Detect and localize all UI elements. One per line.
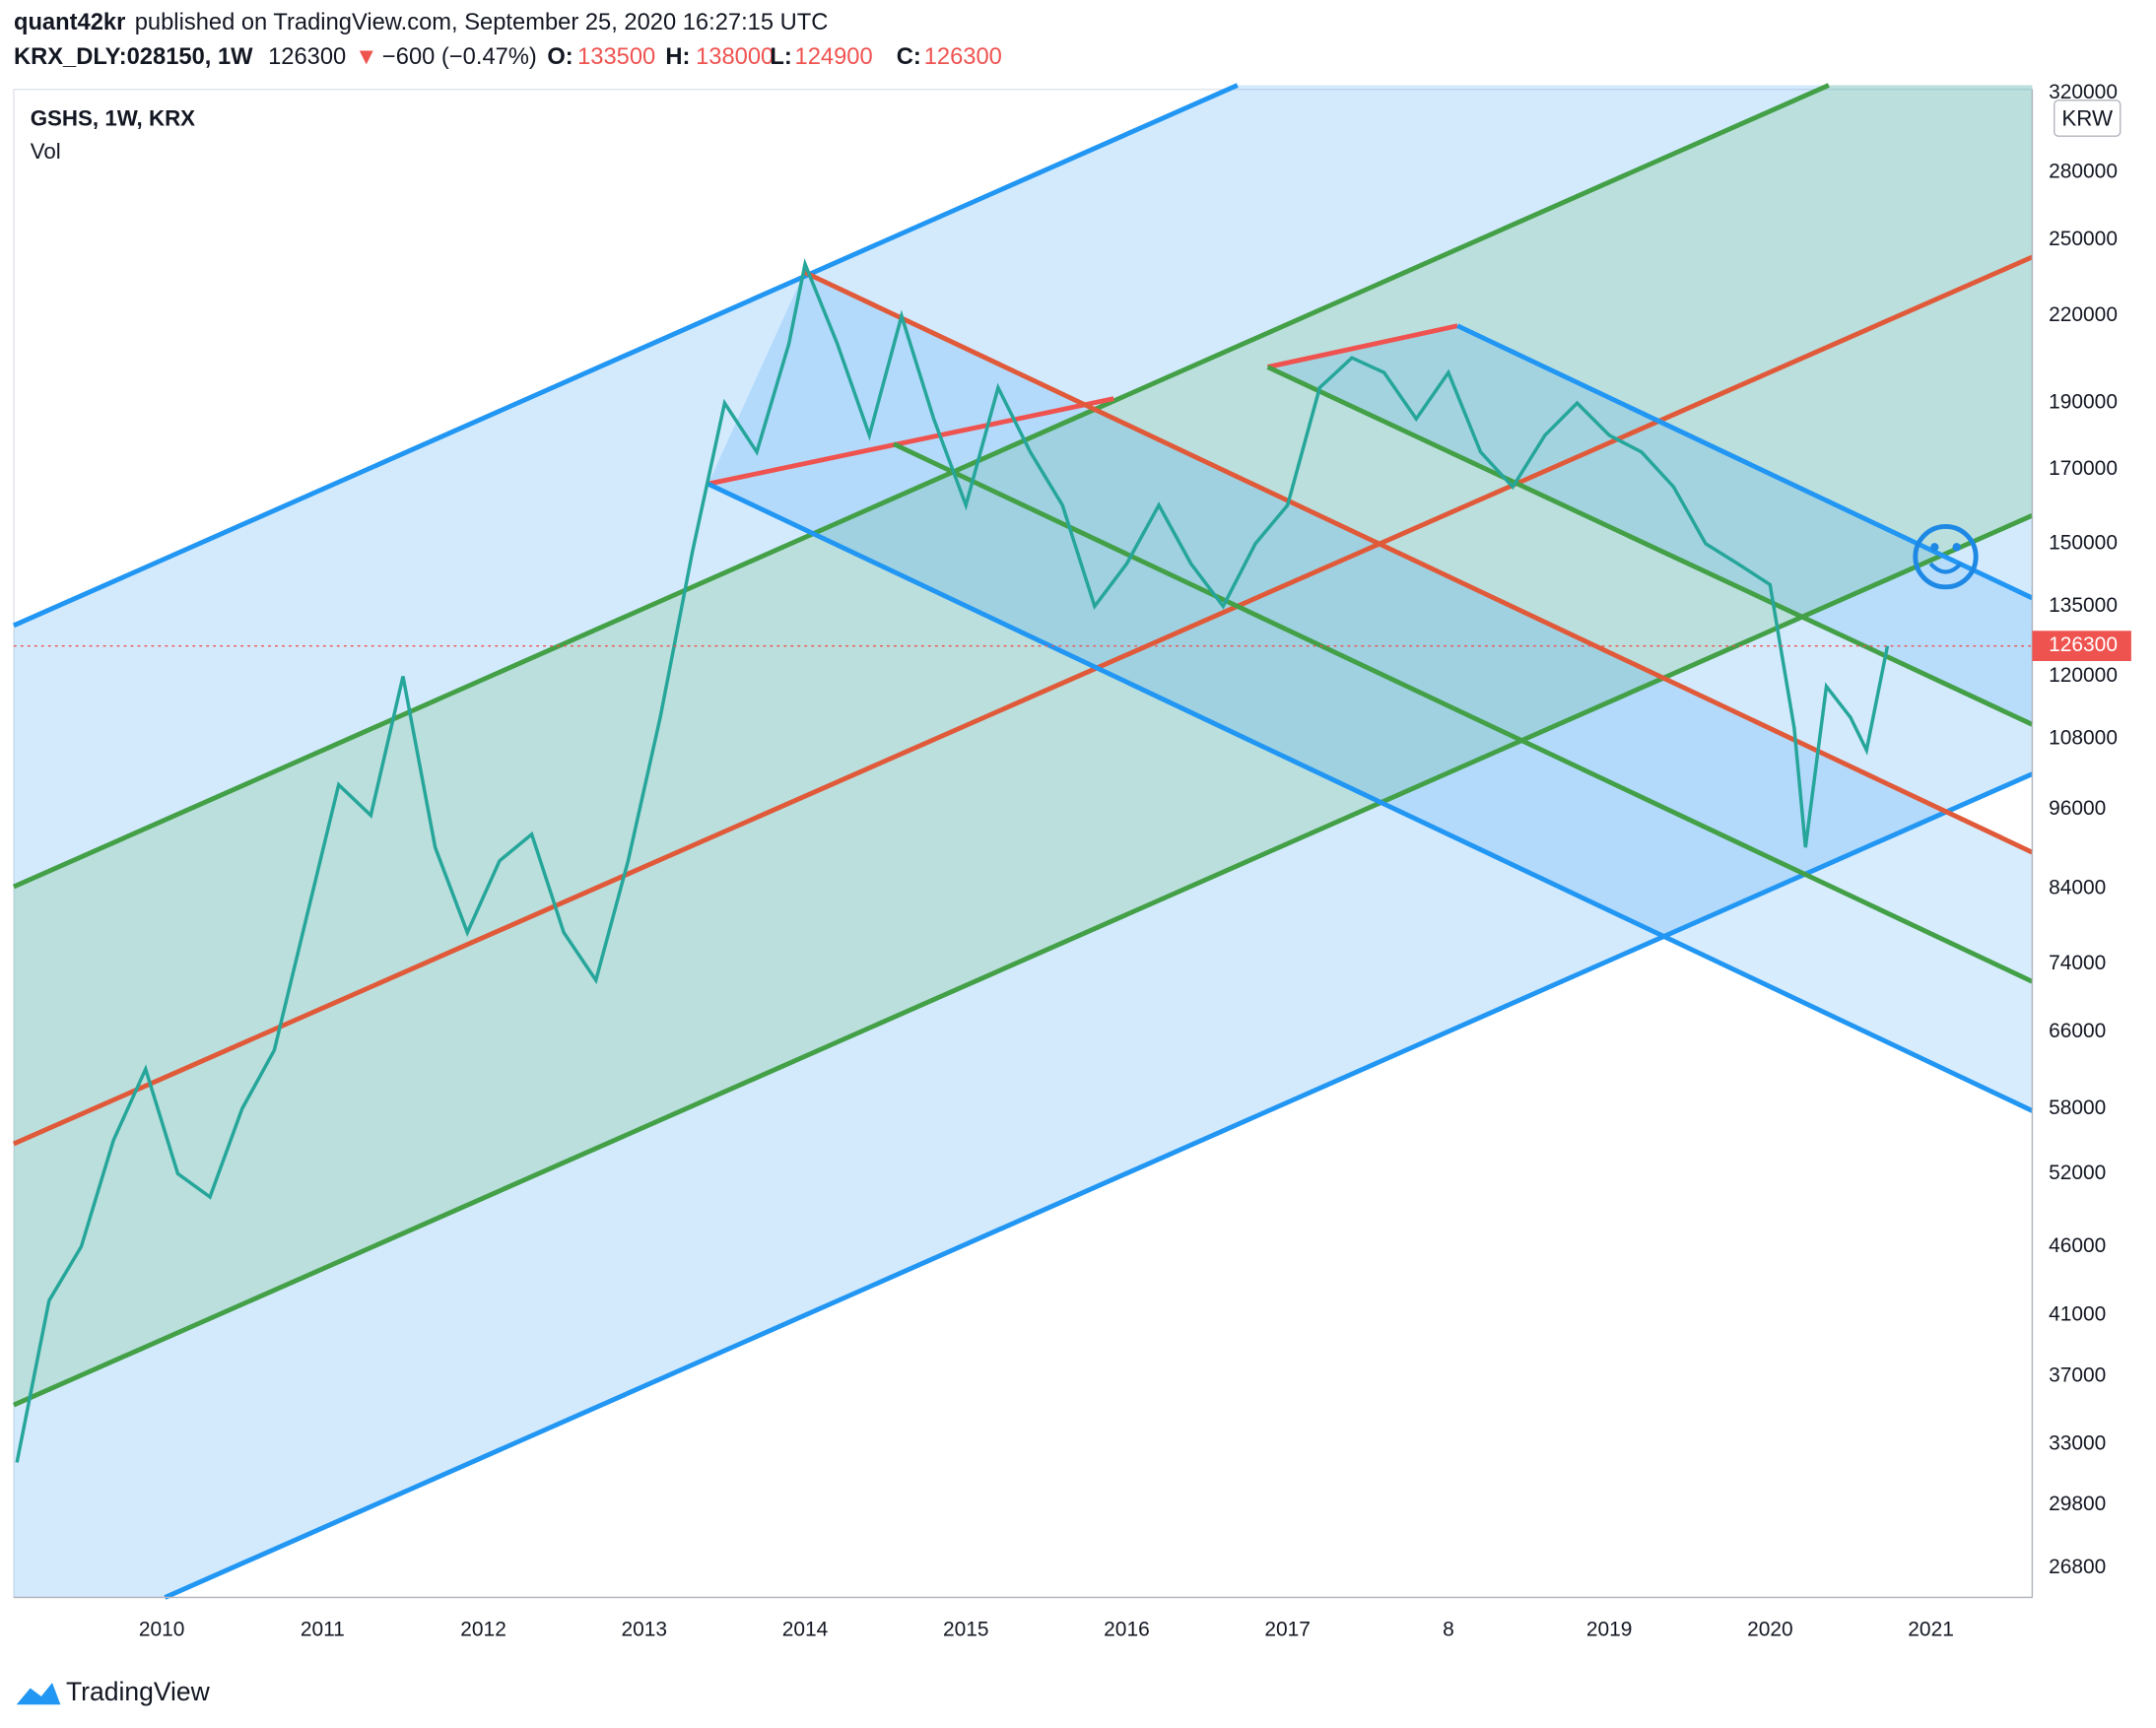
smiley [1913, 523, 1979, 590]
fork-line [1456, 323, 2034, 601]
y-tick-label: 29800 [2049, 1493, 2106, 1515]
x-tick-label: 2011 [301, 1618, 345, 1640]
smiley-mouth [1928, 562, 1963, 574]
x-tick-label: 8 [1443, 1618, 1454, 1640]
y-tick-label: 74000 [2049, 952, 2106, 974]
footer-logo [16, 1682, 61, 1705]
fork-line [1266, 365, 2034, 727]
y-tick-label: 135000 [2049, 594, 2118, 617]
c-label: C: [897, 44, 921, 70]
fork-line [707, 396, 1114, 487]
y-tick-label: 150000 [2049, 531, 2118, 554]
y-tick-label: 170000 [2049, 457, 2118, 480]
channel-fill [13, 85, 2033, 1406]
x-tick-label: 2015 [943, 1618, 989, 1640]
channel-fill [1267, 325, 2033, 725]
fork-line [164, 771, 2034, 1600]
smiley-eye [1930, 543, 1939, 552]
x-tick-label: 2013 [622, 1618, 668, 1640]
y-tick-label: 26800 [2049, 1556, 2106, 1578]
footer-logo-text: TradingView [66, 1677, 211, 1706]
l-label: L: [770, 44, 791, 70]
change: −600 (−0.47%) [382, 44, 537, 70]
o-value: 133500 [577, 44, 655, 70]
y-tick-label: 84000 [2049, 876, 2106, 898]
y-tick-label: 120000 [2049, 664, 2118, 687]
down-arrow: ▼ [355, 44, 377, 70]
symbol: KRX_DLY:028150, 1W [14, 44, 253, 70]
fork-line [12, 83, 1830, 890]
h-value: 138000 [696, 44, 774, 70]
y-tick-label: 58000 [2049, 1097, 2106, 1119]
h-label: H: [665, 44, 690, 70]
y-tick-label: 96000 [2049, 797, 2106, 820]
price-line [15, 258, 1890, 1463]
y-tick-label: 190000 [2049, 391, 2118, 414]
smiley-eye [1952, 543, 1961, 552]
y-tick-label: 66000 [2049, 1020, 2106, 1042]
legend-main: GSHS, 1W, KRX [31, 105, 195, 130]
plot-area [13, 89, 2034, 1599]
y-tick-label: 33000 [2049, 1431, 2106, 1454]
fork-line [892, 441, 2034, 984]
y-tick-label: 220000 [2049, 303, 2118, 326]
y-tick-label: 320000 [2049, 81, 2118, 103]
fork-line [1267, 323, 1458, 369]
x-tick-label: 2019 [1586, 1618, 1633, 1640]
o-label: O: [547, 44, 573, 70]
currency[interactable]: KRW [2061, 105, 2113, 130]
fork-line [12, 513, 2034, 1408]
currency-box[interactable] [2054, 100, 2122, 137]
legend-vol: Vol [31, 139, 61, 164]
x-tick-label: 2017 [1264, 1618, 1311, 1640]
y-tick-label: 108000 [2049, 727, 2118, 750]
publisher: quant42kr [14, 10, 125, 35]
l-value: 124900 [795, 44, 873, 70]
y-tick-label: 280000 [2049, 161, 2118, 183]
price: 126300 [268, 44, 346, 70]
c-value: 126300 [924, 44, 1002, 70]
x-tick-label: 2021 [1908, 1618, 1954, 1640]
y-tick-label: 46000 [2049, 1234, 2106, 1257]
x-tick-label: 2010 [139, 1618, 185, 1640]
channel-fill [707, 272, 2033, 1111]
y-tick-label: 41000 [2049, 1302, 2106, 1325]
price-tag [2032, 631, 2131, 661]
fork-line [12, 83, 1239, 629]
fork-line [707, 481, 2034, 1113]
price-tag-label: 126300 [2049, 633, 2118, 656]
fork-line [803, 270, 2034, 855]
y-tick-label: 250000 [2049, 228, 2118, 250]
x-tick-label: 2016 [1104, 1618, 1150, 1640]
x-tick-label: 2012 [460, 1618, 506, 1640]
published: published on TradingView.com, September … [135, 10, 829, 35]
y-tick-label: 52000 [2049, 1162, 2106, 1184]
x-tick-label: 2014 [782, 1618, 829, 1640]
x-tick-label: 2020 [1747, 1618, 1793, 1640]
fork-line [12, 254, 2034, 1147]
y-tick-label: 37000 [2049, 1363, 2106, 1386]
